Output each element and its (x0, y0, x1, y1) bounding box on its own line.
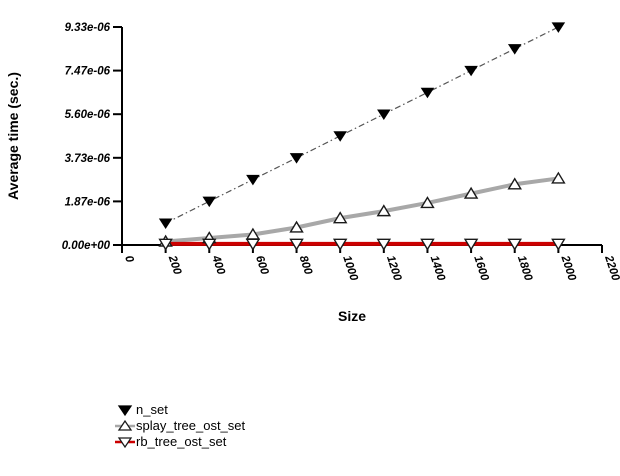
x-tick-label: 1000 (340, 254, 360, 283)
data-point-marker (158, 218, 173, 229)
legend-label: splay_tree_ost_set (136, 418, 246, 433)
data-point-marker (507, 44, 522, 55)
data-point-marker (376, 204, 392, 217)
chart-canvas: 0.00e+00 1.87e-06 3.73e-06 5.60e-06 7.47e-06… (62, 22, 620, 283)
axes-line (121, 27, 602, 246)
x-tick-label: 600 (253, 254, 271, 277)
legend-item-n_set: n_set (115, 402, 245, 418)
data-point-marker (332, 238, 348, 251)
legend-item-rb_tree_ost_set: rb_tree_ost_set (115, 434, 245, 450)
legend-item-splay_tree_ost_set: splay_tree_ost_set (115, 418, 245, 434)
y-tick-label: 3.73e-06 (65, 153, 111, 165)
data-point-marker (202, 238, 217, 251)
x-tick-label: 200 (165, 253, 183, 276)
data-point-marker (333, 131, 347, 142)
data-point-marker (420, 196, 435, 209)
data-point-marker (289, 220, 304, 233)
data-point-marker (463, 186, 479, 199)
data-point-marker (332, 211, 348, 224)
x-tick-label: 1200 (384, 254, 404, 283)
data-point-marker (507, 177, 522, 190)
data-point-marker (551, 22, 566, 33)
data-point-marker (158, 238, 173, 251)
legend: n_set splay_tree_ost_set rb_tree_ost_set (115, 402, 245, 450)
legend-label: rb_tree_ost_set (136, 434, 227, 449)
x-tick-label: 1600 (471, 254, 491, 283)
legend-marker-triangle-down-open (115, 437, 135, 449)
x-tick-label: 2200 (602, 253, 620, 283)
x-tick-label: 1800 (515, 254, 535, 283)
x-axis-title: Size (337, 308, 366, 324)
data-point-marker (377, 109, 391, 120)
y-axis-title: Average time (sec.) (5, 72, 21, 200)
data-point-marker (551, 171, 566, 184)
x-tick-label: 1400 (428, 254, 448, 283)
y-tick-label: 7.47e-06 (65, 66, 111, 78)
data-point-marker (420, 87, 435, 99)
x-tick-label: 400 (209, 253, 227, 276)
legend-marker-triangle-down-filled (117, 405, 133, 417)
y-tick-label: 1.87e-06 (65, 196, 111, 208)
data-point-marker (463, 238, 479, 251)
data-point-marker (289, 238, 304, 251)
data-point-marker (420, 238, 435, 251)
data-point-marker (246, 174, 260, 186)
y-tick-label: 9.33e-06 (65, 22, 111, 34)
series-line-n_set (165, 26, 559, 224)
legend-label: n_set (136, 402, 168, 417)
series-line-splay_tree_ost_set (165, 176, 559, 244)
data-point-marker (507, 238, 522, 251)
x-tick-label: 800 (297, 254, 315, 277)
y-tick-label: 0.00e+00 (62, 240, 111, 252)
data-point-marker (376, 238, 392, 251)
x-tick-label: 2000 (558, 253, 578, 283)
x-tick-label: 0 (122, 254, 136, 264)
y-tick-label: 5.60e-06 (65, 109, 111, 121)
data-point-marker (289, 153, 304, 164)
data-point-marker (551, 238, 566, 251)
legend-marker-triangle-up-open (115, 419, 135, 431)
data-point-marker (245, 238, 261, 251)
data-point-marker (464, 65, 478, 77)
data-point-marker (202, 196, 217, 208)
